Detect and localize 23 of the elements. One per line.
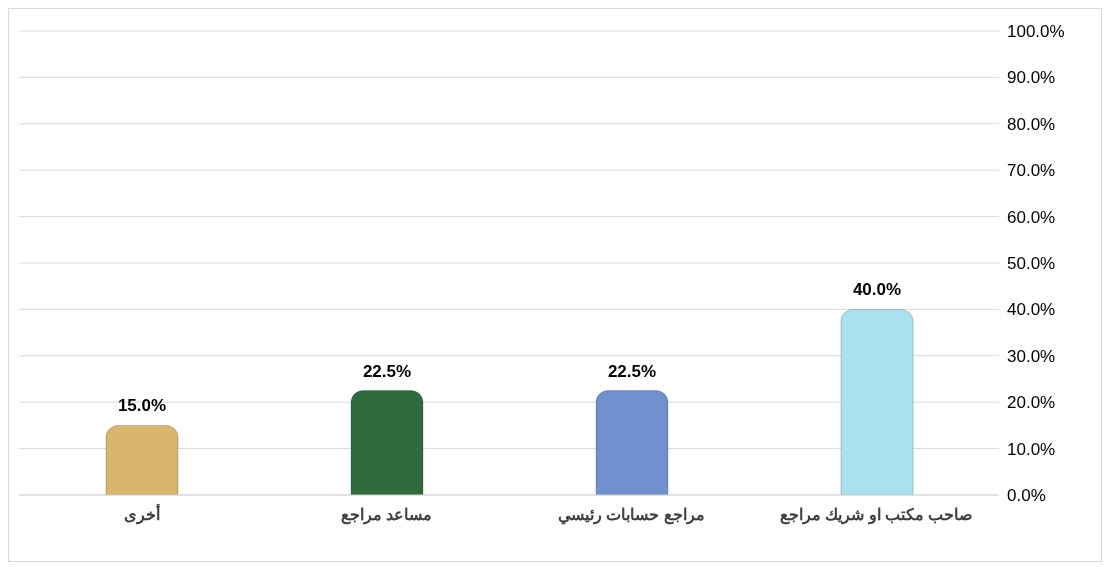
y-tick-label: 30.0% — [1007, 346, 1056, 366]
y-tick-label: 20.0% — [1007, 393, 1056, 413]
bar — [350, 390, 424, 495]
x-tick-label: مساعد مراجع — [340, 506, 433, 526]
y-tick-label: 0.0% — [1007, 486, 1046, 506]
y-tick-label: 50.0% — [1007, 254, 1056, 274]
bar — [840, 308, 914, 495]
bar — [595, 390, 669, 495]
y-tick-label: 60.0% — [1007, 207, 1056, 227]
data-label: 15.0% — [117, 396, 167, 416]
data-label: 22.5% — [607, 361, 657, 381]
y-tick-label: 80.0% — [1007, 114, 1056, 134]
x-tick-label: أخرى — [123, 503, 160, 526]
x-tick-label: مراجع حسابات رئيسي — [558, 506, 705, 526]
y-tick-label: 90.0% — [1007, 68, 1056, 88]
data-label: 22.5% — [362, 361, 412, 381]
x-tick-label: صاحب مكتب او شريك مراجع — [779, 506, 974, 526]
y-tick-label: 100.0% — [1007, 22, 1065, 42]
y-tick-label: 10.0% — [1007, 439, 1056, 459]
y-tick-label: 70.0% — [1007, 161, 1056, 181]
data-label: 40.0% — [852, 280, 902, 300]
y-tick-label: 40.0% — [1007, 300, 1056, 320]
bar — [105, 424, 179, 495]
